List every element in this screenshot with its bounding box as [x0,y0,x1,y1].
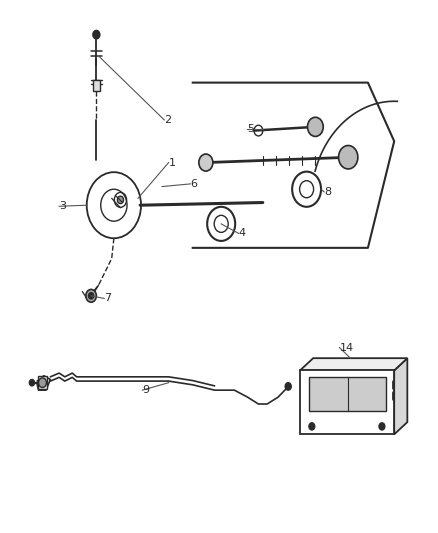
Text: 5: 5 [247,124,254,134]
Circle shape [309,423,315,430]
Text: 2: 2 [164,115,171,125]
Circle shape [117,196,124,204]
Polygon shape [300,370,394,434]
Text: 9: 9 [142,385,149,395]
Circle shape [307,117,323,136]
Text: 14: 14 [339,343,353,352]
Circle shape [88,293,94,299]
Polygon shape [93,80,100,91]
Circle shape [86,289,96,302]
Circle shape [39,378,46,387]
Polygon shape [394,358,407,434]
Text: 3: 3 [59,201,66,211]
Text: 1: 1 [169,158,176,167]
Polygon shape [38,376,47,389]
Text: 6: 6 [191,179,198,189]
Circle shape [285,383,291,390]
Polygon shape [300,358,407,370]
Text: 4: 4 [239,229,246,238]
Text: 7: 7 [104,294,111,303]
Text: 8: 8 [324,187,331,197]
Circle shape [199,154,213,171]
Circle shape [93,30,100,39]
Circle shape [29,379,35,386]
Circle shape [339,146,358,169]
Circle shape [379,423,385,430]
Polygon shape [309,377,386,411]
